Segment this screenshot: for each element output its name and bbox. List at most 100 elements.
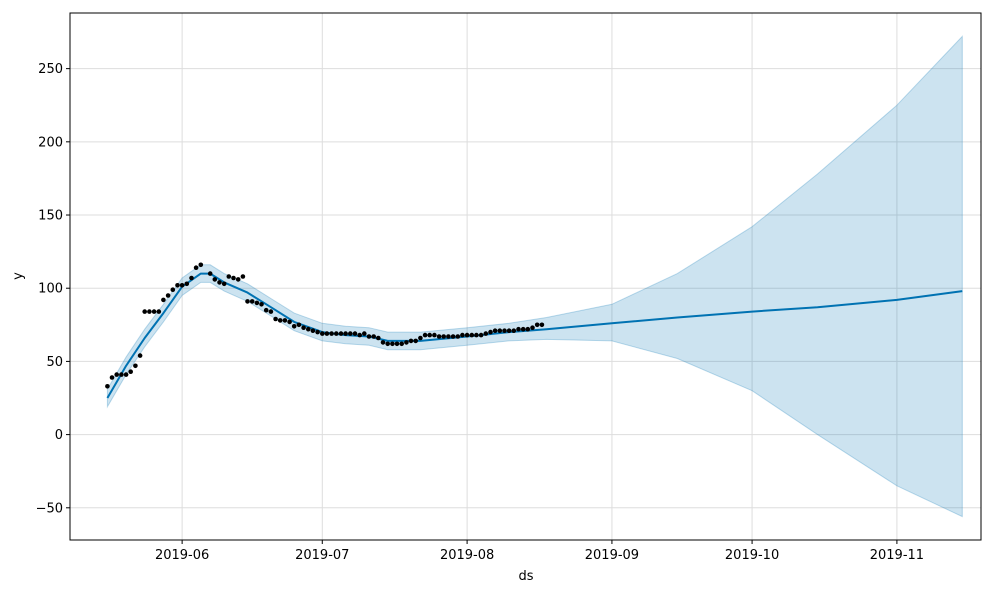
observed-point-74 <box>455 334 461 339</box>
observed-point-28 <box>240 274 246 279</box>
observed-point-63 <box>404 340 409 345</box>
observed-point-77 <box>469 332 475 338</box>
observed-point-35 <box>273 316 278 322</box>
observed-point-66 <box>418 335 423 341</box>
y-tick-label-0: −50 <box>36 501 63 516</box>
observed-point-59 <box>385 341 391 347</box>
observed-point-11 <box>156 309 162 314</box>
observed-point-75 <box>460 332 465 338</box>
observed-point-91 <box>534 322 540 328</box>
y-tick-label-3: 100 <box>38 282 63 297</box>
y-tick-label-2: 50 <box>46 355 63 370</box>
observed-point-65 <box>413 338 419 344</box>
observed-point-55 <box>366 334 372 339</box>
observed-point-52 <box>352 331 358 336</box>
y-tick-label-4: 150 <box>38 209 63 224</box>
observed-point-33 <box>263 307 269 313</box>
observed-point-54 <box>362 331 367 336</box>
observed-point-50 <box>343 331 348 336</box>
observed-point-68 <box>427 332 433 338</box>
observed-points-group <box>105 262 545 389</box>
x-tick-label-4: 2019-10 <box>725 548 779 563</box>
y-tick-label-6: 250 <box>38 62 63 77</box>
observed-point-47 <box>329 331 334 336</box>
observed-point-58 <box>380 340 386 345</box>
observed-point-9 <box>147 309 152 314</box>
observed-point-83 <box>497 328 503 334</box>
observed-point-14 <box>170 287 176 293</box>
observed-point-20 <box>198 262 204 268</box>
observed-point-78 <box>474 332 479 338</box>
observed-point-53 <box>357 332 363 338</box>
y-tick-label-5: 200 <box>38 135 63 150</box>
x-tick-label-3: 2019-09 <box>585 548 639 563</box>
observed-point-40 <box>296 322 302 328</box>
observed-point-10 <box>151 309 157 314</box>
observed-point-87 <box>516 326 521 332</box>
observed-point-39 <box>291 324 297 329</box>
observed-point-44 <box>315 329 320 335</box>
observed-point-60 <box>390 341 395 347</box>
observed-point-8 <box>142 309 147 314</box>
observed-point-38 <box>287 319 292 325</box>
observed-point-84 <box>502 328 507 334</box>
observed-point-25 <box>226 274 232 279</box>
observed-point-48 <box>334 331 339 336</box>
observed-point-56 <box>371 334 377 339</box>
observed-point-76 <box>464 332 470 338</box>
grid-lines <box>70 13 981 540</box>
y-tick-label-1: 0 <box>55 428 63 443</box>
observed-point-81 <box>488 329 493 335</box>
observed-point-32 <box>259 302 264 307</box>
observed-point-67 <box>422 332 428 338</box>
observed-point-29 <box>245 299 250 304</box>
x-tick-label-0: 2019-06 <box>155 548 209 563</box>
observed-point-34 <box>268 309 274 314</box>
observed-point-21 <box>207 271 213 276</box>
observed-point-2 <box>114 372 119 377</box>
x-tick-label-5: 2019-11 <box>870 548 924 563</box>
x-tick-label-2: 2019-08 <box>440 548 494 563</box>
observed-point-13 <box>165 293 171 298</box>
y-axis-ticks: −50 0 50 100 150 200 250 <box>36 62 70 516</box>
observed-point-16 <box>179 283 185 288</box>
observed-point-30 <box>249 299 255 304</box>
observed-point-6 <box>133 363 138 369</box>
observed-point-88 <box>520 326 526 332</box>
observed-point-92 <box>539 322 545 328</box>
observed-point-79 <box>478 332 484 338</box>
observed-point-37 <box>282 318 288 323</box>
observed-point-24 <box>221 281 227 287</box>
observed-point-73 <box>450 334 456 339</box>
observed-point-80 <box>483 331 489 336</box>
uncertainty-band <box>106 35 963 518</box>
observed-point-61 <box>394 341 400 347</box>
observed-point-22 <box>212 277 218 282</box>
uncertainty-band-group <box>106 35 963 518</box>
observed-point-51 <box>348 331 353 336</box>
observed-point-85 <box>506 328 512 334</box>
observed-point-4 <box>123 372 129 377</box>
observed-point-12 <box>161 297 166 303</box>
observed-point-71 <box>441 334 447 339</box>
observed-point-0 <box>105 384 110 389</box>
observed-point-18 <box>189 275 194 281</box>
observed-point-62 <box>399 341 405 347</box>
observed-point-42 <box>306 326 311 332</box>
observed-point-19 <box>193 265 199 271</box>
observed-point-17 <box>184 281 190 287</box>
observed-point-89 <box>525 326 531 332</box>
observed-point-70 <box>436 334 442 339</box>
observed-point-46 <box>324 331 330 336</box>
observed-point-90 <box>530 325 535 331</box>
x-axis-ticks: 2019-06 2019-07 2019-08 2019-09 2019-10 2019-… <box>155 540 924 563</box>
observed-point-15 <box>175 283 180 288</box>
observed-point-82 <box>492 328 498 334</box>
observed-point-41 <box>301 325 306 331</box>
observed-point-45 <box>320 331 325 336</box>
observed-point-49 <box>338 331 344 336</box>
plot-frame <box>69 12 982 541</box>
observed-point-72 <box>446 334 451 339</box>
